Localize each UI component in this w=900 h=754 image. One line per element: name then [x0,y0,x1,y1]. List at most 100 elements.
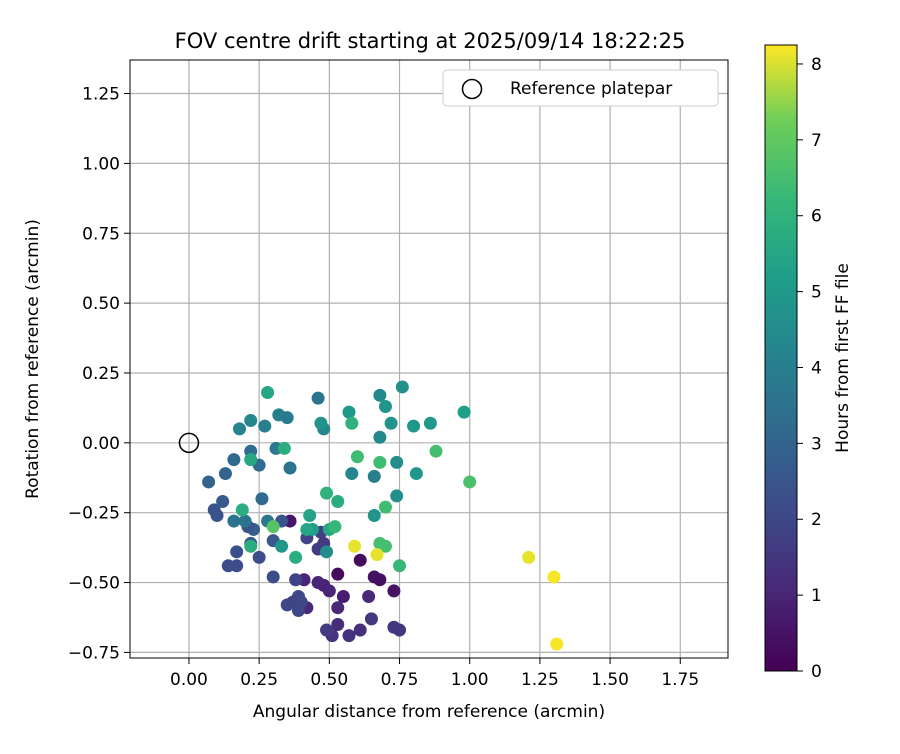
data-point [300,522,314,536]
colorbar-tick-label: 8 [811,55,822,75]
reference-platepar-point [178,432,200,454]
data-point [303,508,317,522]
data-point [387,584,401,598]
data-point [373,388,387,402]
x-tick-label: 1.75 [661,670,699,690]
legend: Reference platepar [442,69,719,107]
data-point [314,416,328,430]
data-point [373,573,387,587]
data-point [258,419,272,433]
data-point [331,601,345,615]
data-point [423,416,437,430]
data-point [252,550,266,564]
data-point [522,550,536,564]
data-point [244,539,258,553]
data-point [331,495,345,509]
y-axis-label: Rotation from reference (arcmin) [23,219,43,499]
data-point [429,444,443,458]
colorbar-tick-label: 1 [811,586,822,606]
data-point [348,539,362,553]
data-point [390,489,404,503]
x-tick-label: 1.25 [521,670,559,690]
data-point [255,492,269,506]
data-point [266,570,280,584]
x-tick-label: 1.50 [591,670,629,690]
plot-area-frame [129,59,729,659]
data-point [457,405,471,419]
data-point [320,623,334,637]
y-tick-label: 0.00 [82,434,120,454]
data-point [342,405,356,419]
colorbar-tick-label: 2 [811,510,822,530]
data-point [390,455,404,469]
colorbar-tick-label: 3 [811,434,822,454]
data-point [235,503,249,517]
data-point [378,400,392,414]
data-point [216,495,230,509]
colorbar: 0 1 2 3 4 5 6 7 8 Hours from first FF file [764,44,853,682]
data-point [283,461,297,475]
y-tick-label: 1.25 [82,85,120,105]
data-point [311,576,325,590]
y-tick-label: 1.00 [82,154,120,174]
data-point [463,475,477,489]
colorbar-tick-label: 6 [811,207,822,227]
data-point [364,612,378,626]
data-point [395,380,409,394]
colorbar-tick-label: 7 [811,131,822,151]
x-tick-label: 0.00 [170,670,208,690]
data-point [362,590,376,604]
data-point [261,386,275,400]
data-point [227,453,241,467]
y-tick-label: −0.25 [68,504,120,524]
x-axis-label: Angular distance from reference (arcmin) [253,702,605,722]
legend-box [442,69,719,107]
colorbar-label: Hours from first FF file [833,263,853,453]
data-point [373,455,387,469]
data-point [289,573,303,587]
legend-marker-reference-icon [461,78,483,100]
data-point [289,550,303,564]
colorbar-gradient [764,44,798,672]
data-point [238,514,252,528]
colorbar-tick-label: 0 [811,662,822,682]
data-point [207,503,221,517]
data-point [345,416,359,430]
legend-entry-reference: Reference platepar [510,79,672,99]
colorbar-ticks: 0 1 2 3 4 5 6 7 8 [797,55,822,682]
scatter-points [178,380,564,651]
y-tick-label: 0.25 [82,364,120,384]
data-point [320,545,334,559]
data-point [221,559,235,573]
data-point [322,584,336,598]
x-tick-label: 1.00 [451,670,489,690]
data-point [227,514,241,528]
y-axis-ticks: −0.75 −0.50 −0.25 0.00 0.25 0.50 0.75 1.00 1.25 [68,85,130,663]
data-point [230,545,244,559]
x-tick-label: 0.25 [240,670,278,690]
data-point [393,559,407,573]
data-point [328,520,342,534]
data-point [393,623,407,637]
data-point [345,467,359,481]
data-point [353,623,367,637]
colorbar-tick-label: 4 [811,358,822,378]
colorbar-tick-label: 5 [811,283,822,303]
grid [130,60,728,658]
data-point [350,450,364,464]
data-point [378,500,392,514]
data-point [266,520,280,534]
data-point [232,422,246,436]
data-point [384,416,398,430]
data-point [547,570,561,584]
data-point [244,453,258,467]
data-point [407,419,421,433]
data-point [336,590,350,604]
data-point [244,413,258,427]
data-point [280,411,294,425]
data-point [320,486,334,500]
data-point [291,603,305,617]
data-point [331,617,345,631]
